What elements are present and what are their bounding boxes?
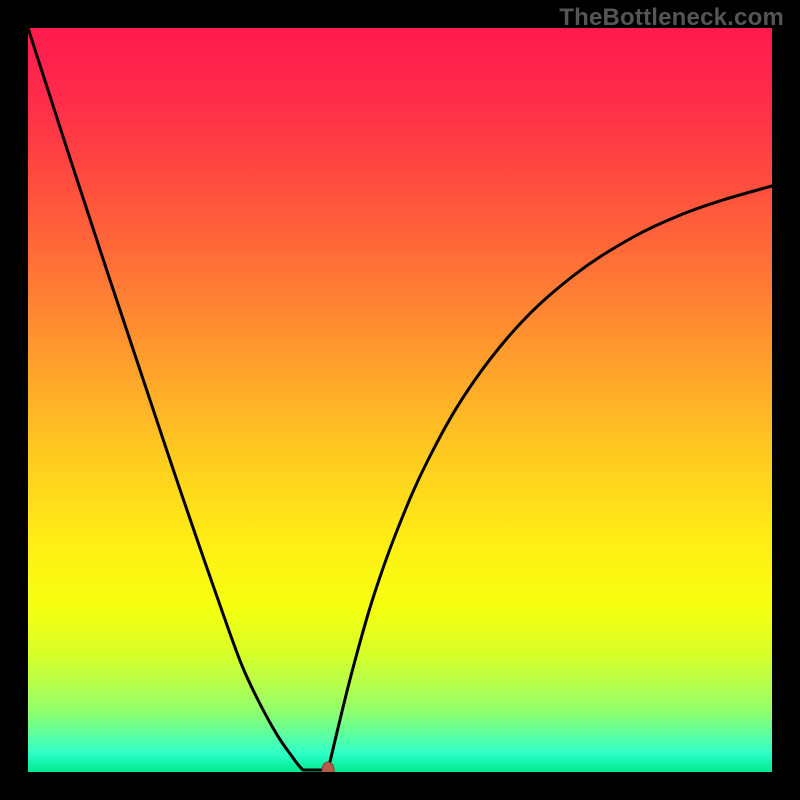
bottleneck-chart (0, 0, 800, 800)
gradient-background (28, 28, 772, 772)
watermark-text: TheBottleneck.com (559, 4, 784, 32)
chart-frame: TheBottleneck.com (0, 0, 800, 800)
